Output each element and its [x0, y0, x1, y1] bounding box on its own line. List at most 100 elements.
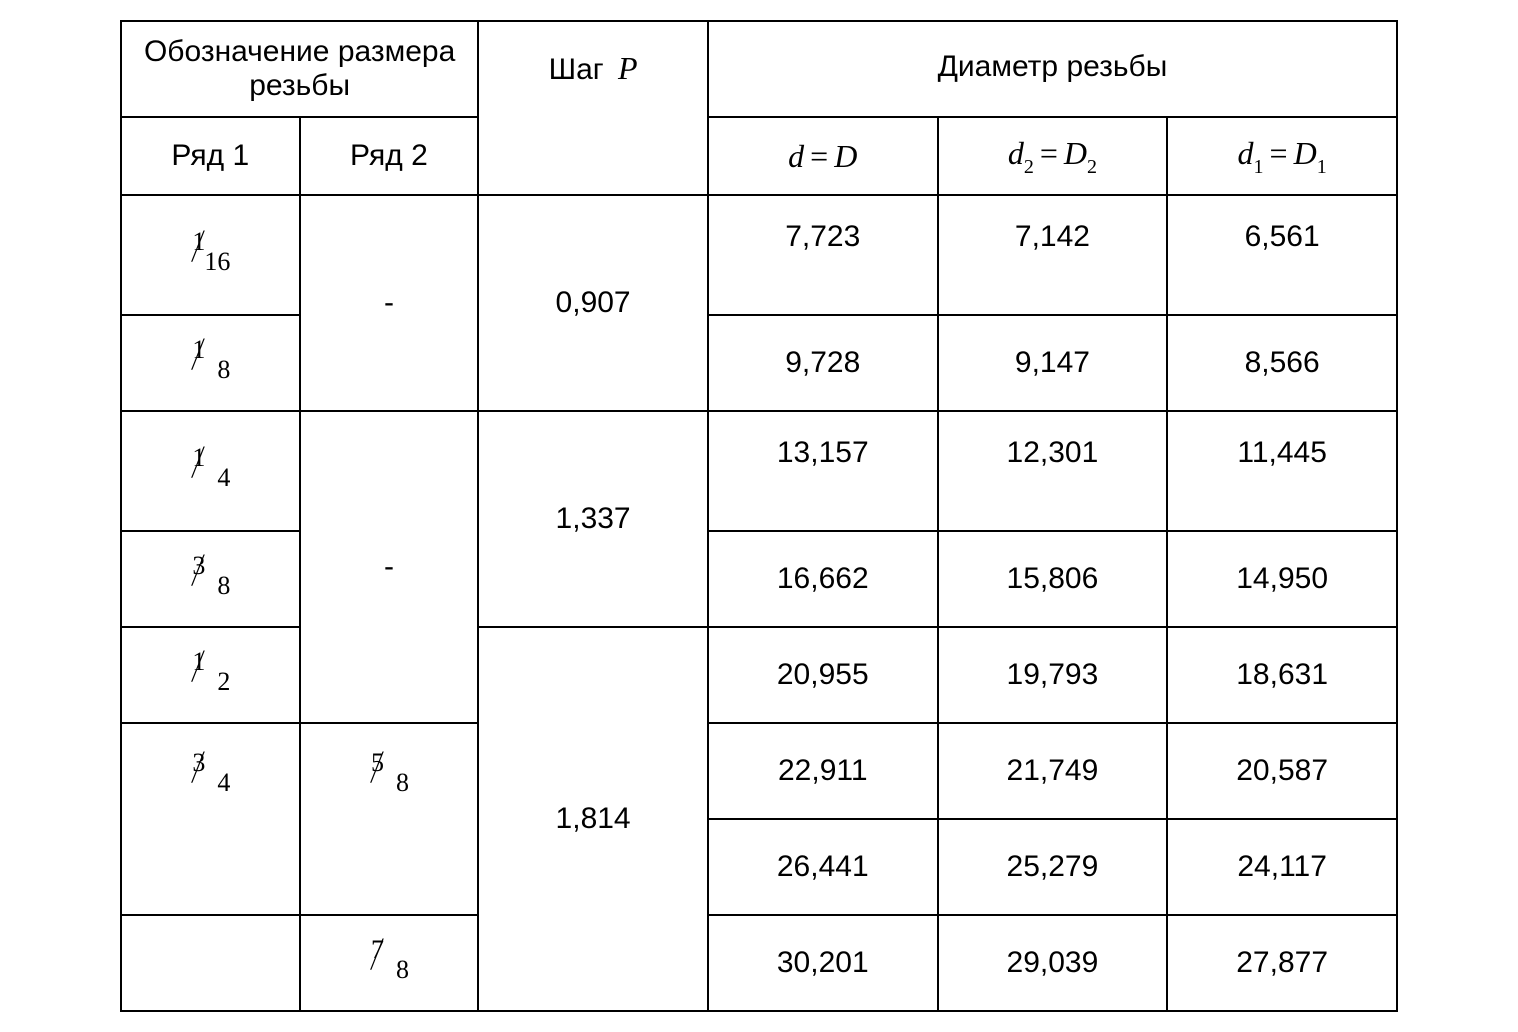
- thread-dimensions-table: Обозначение размера резьбы Шаг P Диаметр…: [120, 20, 1398, 1012]
- cell-row1-1-4: 1 ⁄ 4: [121, 411, 300, 531]
- cell-row2-7-8: 7 ⁄ 8: [300, 915, 479, 1011]
- cell-d1: 6,561: [1167, 195, 1397, 315]
- frac-den: 8: [217, 355, 230, 385]
- cell-d2: 12,301: [938, 411, 1168, 531]
- sym-eq2: =: [1034, 135, 1064, 171]
- val: 9,728: [785, 346, 860, 379]
- header-d-eq-D: d=D: [708, 117, 938, 195]
- cell-d: 22,911: [708, 723, 938, 819]
- cell-d1: 11,445: [1167, 411, 1397, 531]
- cell-row2-dash-2: -: [300, 411, 479, 723]
- fraction-5-8: 5 ⁄ 8: [369, 750, 409, 794]
- frac-den: 16: [204, 247, 230, 277]
- val: 12,301: [1007, 436, 1099, 469]
- frac-slash-icon: ⁄: [196, 327, 200, 382]
- cell-d2: 7,142: [938, 195, 1168, 315]
- val: 21,749: [1007, 754, 1099, 787]
- pitch-value: 0,907: [556, 286, 631, 319]
- sym-d1-sub: 1: [1254, 156, 1264, 178]
- frac-den: 2: [217, 667, 230, 697]
- fraction-1-8: 1 ⁄ 8: [190, 337, 230, 381]
- cell-pitch-1814: 1,814: [478, 627, 708, 1011]
- val: 18,631: [1236, 658, 1328, 691]
- cell-d1: 20,587: [1167, 723, 1397, 819]
- table-row: 1 ⁄ 16 - 0,907 7,723 7,142 6,561: [121, 195, 1397, 315]
- cell-d1: 24,117: [1167, 819, 1397, 915]
- cell-d: 16,662: [708, 531, 938, 627]
- fraction-1-4: 1 ⁄ 4: [190, 445, 230, 489]
- header-row1-text: Ряд 1: [171, 139, 249, 172]
- cell-d: 20,955: [708, 627, 938, 723]
- sym-d2: d: [1008, 135, 1024, 171]
- sym-D1-sub: 1: [1317, 156, 1327, 178]
- cell-row2-5-8: 5 ⁄ 8: [300, 723, 479, 915]
- header-d2-eq-D2: d2=D2: [938, 117, 1168, 195]
- cell-d: 9,728: [708, 315, 938, 411]
- val: 25,279: [1007, 850, 1099, 883]
- cell-d1: 14,950: [1167, 531, 1397, 627]
- frac-den: 4: [217, 463, 230, 493]
- fraction-7-8: 7 ⁄ 8: [369, 937, 409, 981]
- table-row: 1 ⁄ 4 - 1,337 13,157 12,301 11,445: [121, 411, 1397, 531]
- fraction-1-2: 1 ⁄ 2: [190, 649, 230, 693]
- cell-row1-3-8: 3 ⁄ 8: [121, 531, 300, 627]
- cell-d2: 9,147: [938, 315, 1168, 411]
- frac-slash-icon: ⁄: [196, 219, 200, 274]
- sym-d: d: [788, 138, 804, 174]
- cell-d1: 27,877: [1167, 915, 1397, 1011]
- cell-d: 13,157: [708, 411, 938, 531]
- cell-row1-3-4: 3 ⁄ 4: [121, 723, 300, 915]
- table-row: 3 ⁄ 4 5 ⁄ 8 22,911 21,749 20,587: [121, 723, 1397, 819]
- header-size-designation: Обозначение размера резьбы: [121, 21, 478, 117]
- val: 26,441: [777, 850, 869, 883]
- sym-eq1: =: [804, 138, 834, 174]
- frac-slash-icon: ⁄: [375, 740, 379, 795]
- sym-d1: d: [1238, 135, 1254, 171]
- fraction-1-16: 1 ⁄ 16: [190, 229, 230, 273]
- val: 27,877: [1236, 946, 1328, 979]
- header-diameter-label: Диаметр резьбы: [938, 50, 1168, 83]
- val: 22,911: [778, 754, 868, 787]
- fraction-3-4: 3 ⁄ 4: [190, 750, 230, 794]
- frac-den: 8: [396, 955, 409, 985]
- frac-den: 8: [217, 571, 230, 601]
- sym-D2: D: [1064, 135, 1087, 171]
- val: 13,157: [777, 436, 869, 469]
- cell-d1: 18,631: [1167, 627, 1397, 723]
- header-row2: Ряд 2: [300, 117, 479, 195]
- cell-d2: 15,806: [938, 531, 1168, 627]
- cell-d2: 25,279: [938, 819, 1168, 915]
- fraction-3-8: 3 ⁄ 8: [190, 553, 230, 597]
- cell-d: 30,201: [708, 915, 938, 1011]
- frac-slash-icon: ⁄: [196, 435, 200, 490]
- sym-d2-sub: 2: [1024, 156, 1034, 178]
- frac-slash-icon: ⁄: [196, 639, 200, 694]
- cell-d1: 8,566: [1167, 315, 1397, 411]
- val: 19,793: [1007, 658, 1099, 691]
- cell-d: 26,441: [708, 819, 938, 915]
- dash-text: -: [384, 550, 394, 583]
- header-pitch-label: Шаг: [549, 53, 604, 86]
- header-pitch: Шаг P: [478, 21, 708, 195]
- frac-den: 4: [217, 768, 230, 798]
- cell-row1-1-8: 1 ⁄ 8: [121, 315, 300, 411]
- pitch-value: 1,337: [556, 502, 631, 535]
- cell-d2: 21,749: [938, 723, 1168, 819]
- val: 8,566: [1245, 346, 1320, 379]
- val: 9,147: [1015, 346, 1090, 379]
- sym-eq3: =: [1264, 135, 1294, 171]
- header-size-designation-text: Обозначение размера резьбы: [144, 35, 455, 102]
- header-pitch-symbol: P: [612, 50, 638, 86]
- val: 7,142: [1015, 220, 1090, 253]
- cell-row1-empty: [121, 915, 300, 1011]
- dash-text: -: [384, 286, 394, 319]
- val: 30,201: [777, 946, 869, 979]
- val: 15,806: [1007, 562, 1099, 595]
- cell-d2: 29,039: [938, 915, 1168, 1011]
- table-row: 7 ⁄ 8 30,201 29,039 27,877: [121, 915, 1397, 1011]
- frac-slash-icon: ⁄: [375, 927, 379, 982]
- header-row1: Ряд 1: [121, 117, 300, 195]
- header-diameter: Диаметр резьбы: [708, 21, 1397, 117]
- frac-den: 8: [396, 768, 409, 798]
- val: 24,117: [1237, 850, 1327, 883]
